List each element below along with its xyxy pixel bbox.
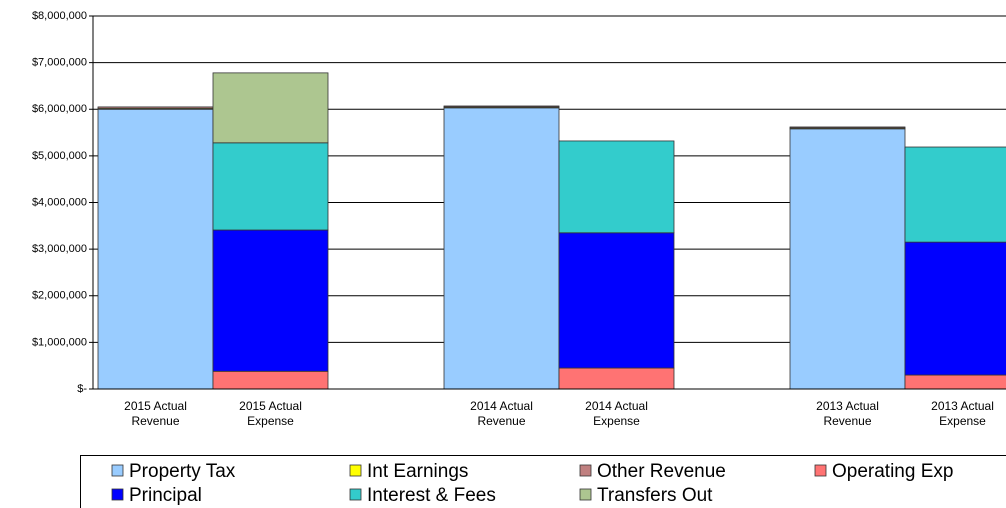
bar-segment (443, 107, 560, 390)
bar-segment (558, 140, 675, 234)
legend-label: Property Tax (129, 461, 236, 482)
bar-segment (904, 241, 1006, 376)
bar-segment (904, 374, 1006, 390)
bar-segment (558, 232, 675, 369)
bar-segment (212, 229, 329, 372)
y-tick-label: $6,000,000 (32, 103, 87, 115)
legend-swatch (349, 488, 362, 501)
x-tick-label: 2015 Actual Revenue (124, 399, 187, 428)
x-tick-label: 2014 Actual Revenue (470, 399, 533, 428)
legend-box (80, 455, 1006, 508)
bar-segment (443, 105, 560, 108)
legend-swatch (814, 464, 827, 477)
bar-segment (97, 106, 214, 109)
bar-segment (904, 146, 1006, 243)
legend-label: Int Earnings (367, 461, 468, 482)
y-tick-label: $3,000,000 (32, 243, 87, 255)
x-tick-label: 2013 Actual Expense (931, 399, 994, 428)
legend-label: Principal (129, 485, 202, 506)
legend-label: Operating Exp (832, 461, 953, 482)
legend-swatch (579, 488, 592, 501)
bar-segment (789, 126, 906, 129)
y-tick-label: $1,000,000 (32, 336, 87, 348)
bar-segment (789, 128, 906, 390)
x-tick-label: 2014 Actual Expense (585, 399, 648, 428)
legend-label: Interest & Fees (367, 485, 496, 506)
legend-swatch (349, 464, 362, 477)
bar-segment (558, 367, 675, 390)
y-tick-label: $2,000,000 (32, 290, 87, 302)
y-tick-label: $4,000,000 (32, 196, 87, 208)
bar-segment (212, 142, 329, 231)
bar-segment (212, 72, 329, 144)
y-tick-label: $8,000,000 (32, 10, 87, 22)
bar-segment (212, 370, 329, 390)
legend-swatch (579, 464, 592, 477)
legend-label: Transfers Out (597, 485, 713, 506)
y-tick-label: $7,000,000 (32, 57, 87, 69)
x-tick-label: 2015 Actual Expense (239, 399, 302, 428)
bar-segment (97, 108, 214, 390)
y-tick-label: $5,000,000 (32, 150, 87, 162)
x-tick-label: 2013 Actual Revenue (816, 399, 879, 428)
legend-swatch (111, 464, 124, 477)
legend-label: Other Revenue (597, 461, 726, 482)
y-tick-label: $- (77, 383, 87, 395)
legend-swatch (111, 488, 124, 501)
